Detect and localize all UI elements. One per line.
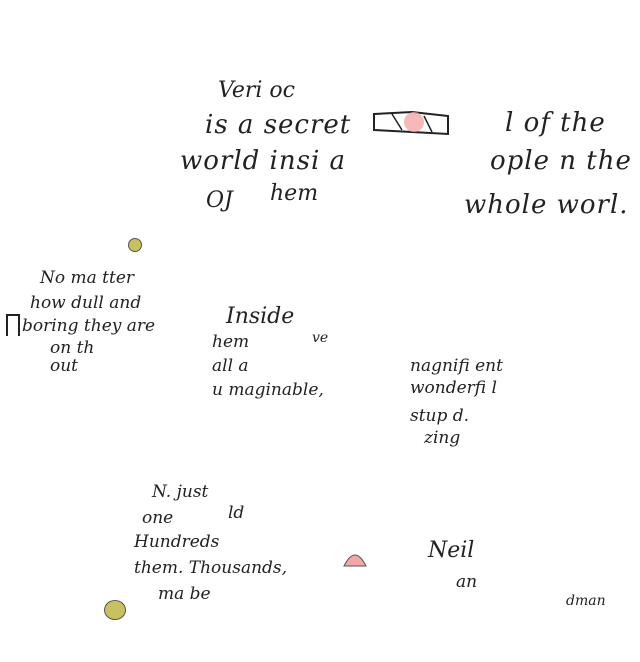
text-line: boring they are — [22, 316, 156, 336]
text-line: all a — [212, 356, 249, 376]
text-line: Hundreds — [134, 532, 220, 552]
text-line: ma be — [158, 584, 211, 604]
text-line: Inside — [226, 304, 295, 329]
text-line: N. just — [152, 482, 209, 502]
text-line: ve — [312, 330, 329, 346]
text-line: hem — [270, 181, 319, 206]
door-icon — [6, 314, 20, 336]
text-line: an — [456, 572, 478, 592]
text-line: wonderfi l — [410, 378, 497, 398]
text-line: dman — [566, 593, 606, 609]
author-name: Neil — [428, 538, 475, 563]
text-line: No ma tter — [40, 268, 135, 288]
text-line: on th — [50, 338, 95, 358]
text-line: hem — [212, 332, 250, 352]
text-line: out — [50, 356, 79, 376]
flower-icon — [104, 600, 126, 620]
text-line: stup d. — [410, 406, 470, 426]
text-line: how dull and — [30, 293, 142, 313]
text-line: them. Thousands, — [134, 558, 288, 578]
text-line: nagnifi ent — [410, 356, 503, 376]
text-line: l of the — [505, 108, 606, 138]
text-line: is a secret — [205, 110, 352, 140]
flower-icon — [128, 238, 142, 252]
text-line: ople n the — [490, 146, 632, 176]
text-line: u maginable, — [212, 380, 324, 400]
pink-dome-icon — [343, 554, 367, 567]
text-line: one — [142, 508, 174, 528]
text-line: whole worl. — [464, 190, 629, 220]
text-line: OJ — [206, 188, 233, 213]
text-line: ld — [228, 503, 245, 523]
torn-paper-scrap — [373, 110, 449, 136]
text-line: Veri oc — [218, 78, 295, 103]
text-line: zing — [424, 428, 461, 448]
text-line: world insi a — [180, 146, 347, 176]
